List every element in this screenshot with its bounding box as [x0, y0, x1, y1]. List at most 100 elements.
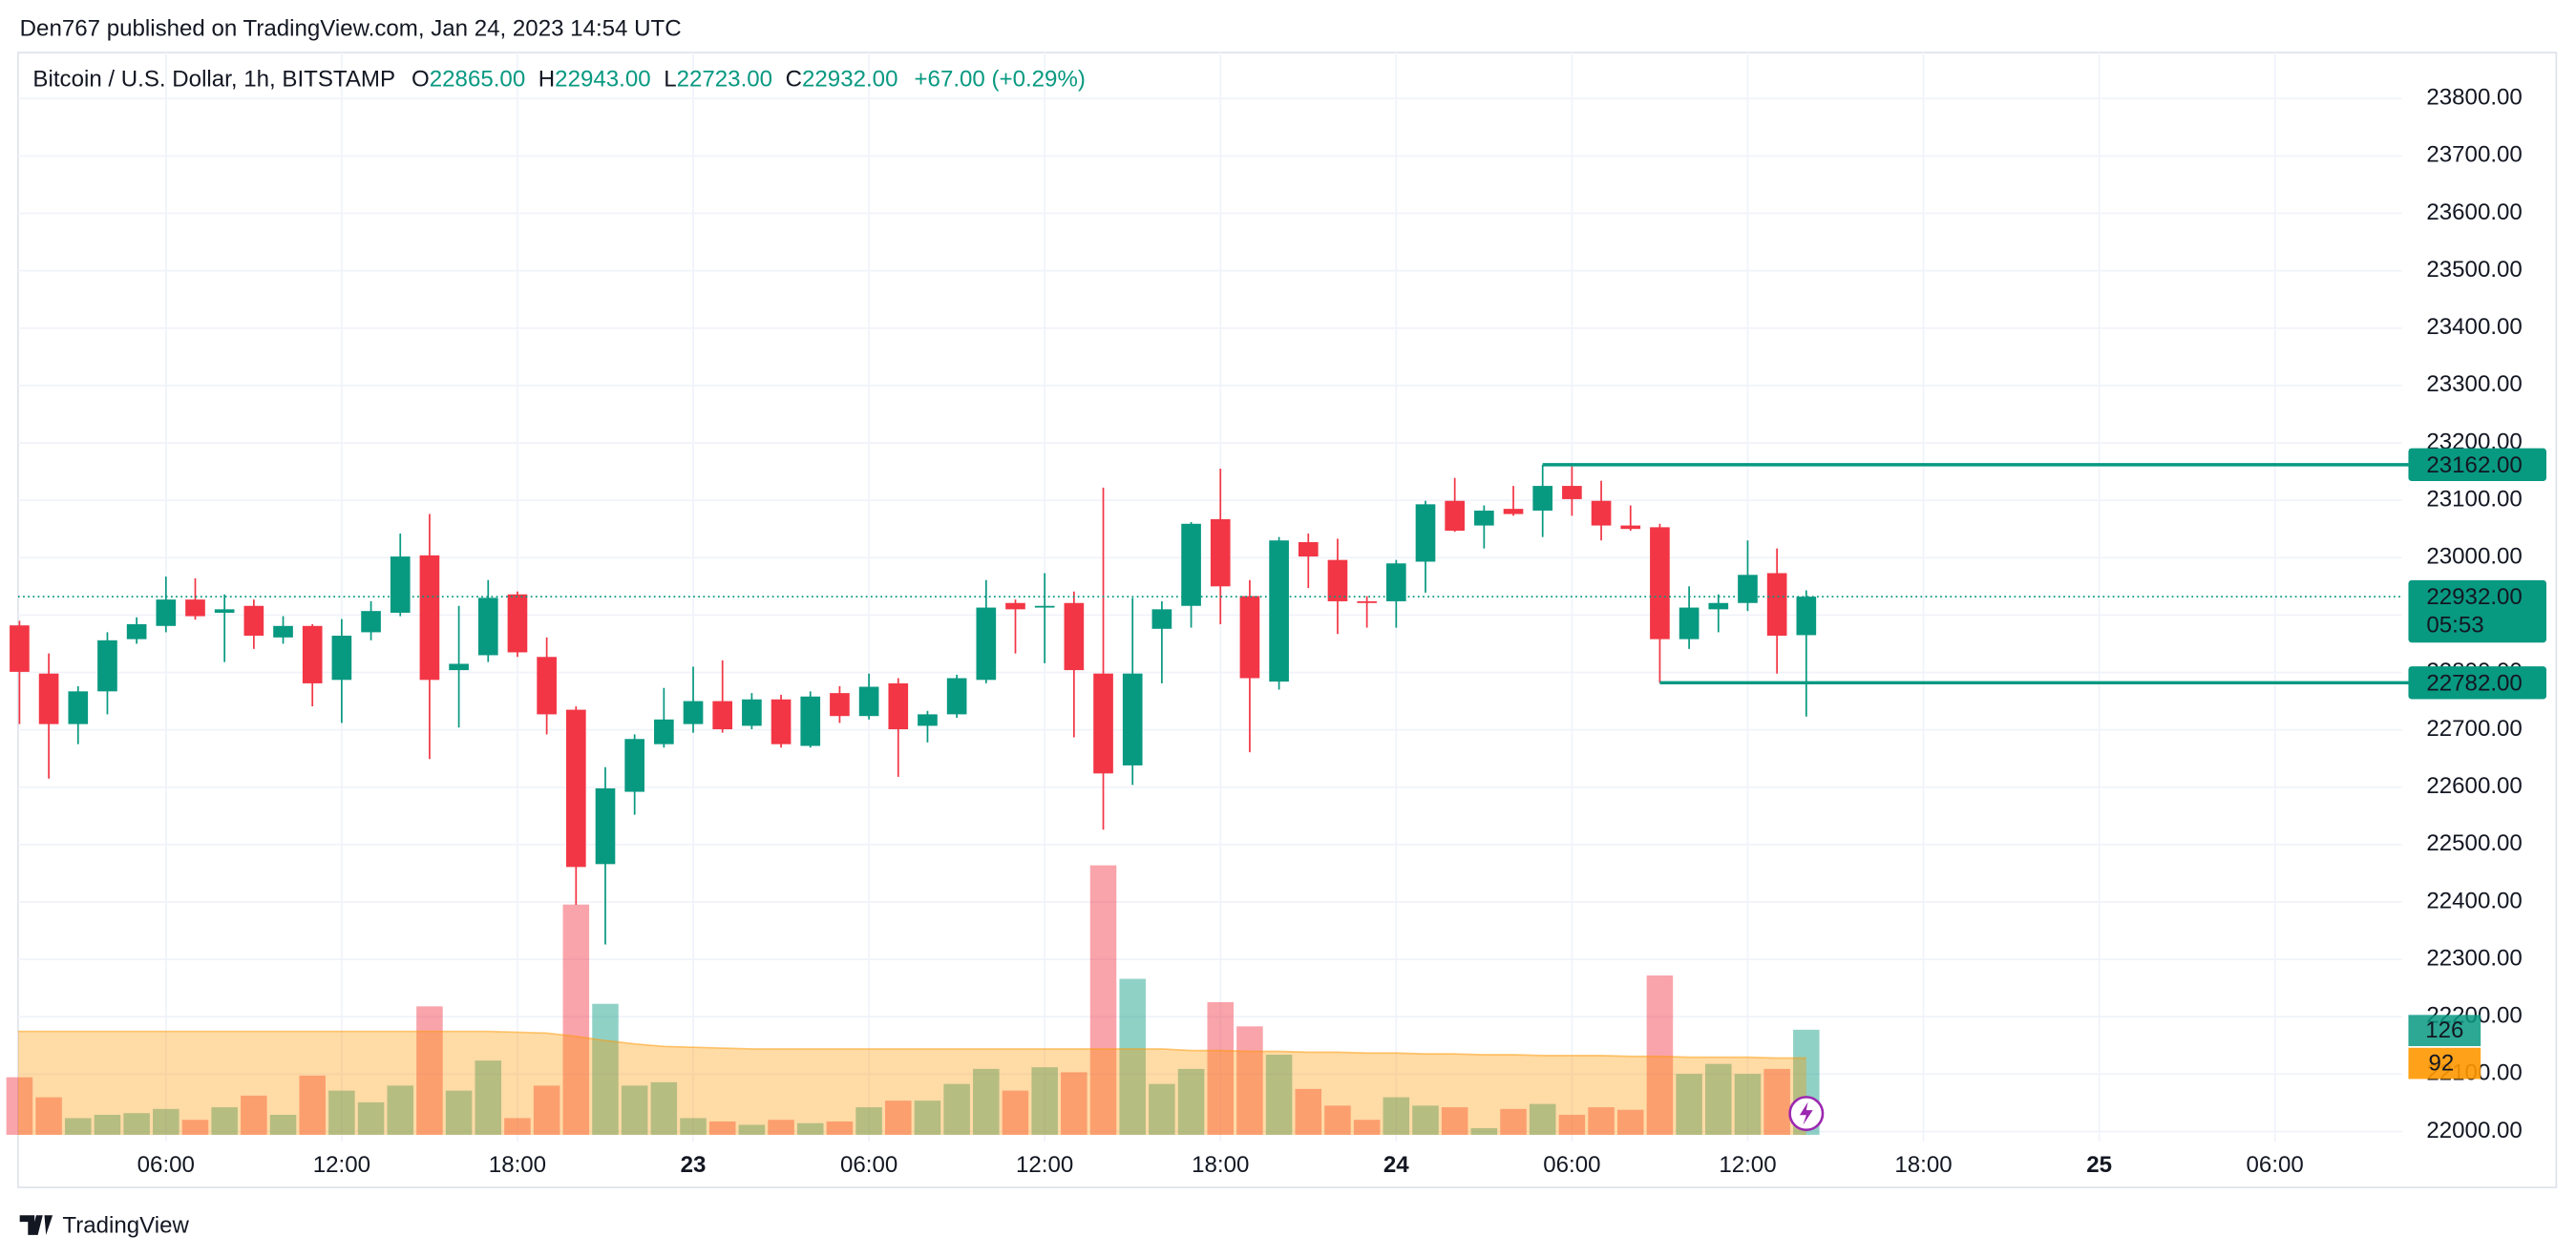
x-tick-label: 23	[681, 1152, 707, 1178]
candle-body	[1034, 605, 1055, 608]
candle-body	[1327, 559, 1348, 601]
y-tick-label: 22600.00	[2426, 773, 2522, 799]
volume-bar	[65, 1118, 92, 1135]
candle-body	[331, 636, 352, 681]
volume-ma-box	[2408, 1047, 2481, 1080]
legend-symbol: Bitcoin / U.S. Dollar, 1h, BITSTAMP	[32, 67, 395, 93]
legend-key: L	[664, 67, 676, 93]
y-tick-label: 22400.00	[2426, 888, 2522, 913]
volume-bar	[1705, 1063, 1732, 1135]
candle-body	[273, 625, 293, 638]
volume-box	[2408, 1015, 2481, 1047]
candle-body	[38, 673, 59, 724]
volume-bar	[1412, 1105, 1439, 1135]
candle-body	[97, 639, 117, 692]
level-box	[2408, 448, 2546, 482]
candle-body	[185, 599, 205, 617]
x-tick-label: 06:00	[2247, 1152, 2304, 1178]
volume-bar	[1470, 1127, 1498, 1135]
volume-bar	[475, 1060, 502, 1135]
volume-ma-area	[17, 1031, 1806, 1135]
volume-bar	[533, 1085, 560, 1135]
candle-body	[1239, 596, 1260, 679]
legend-key: H	[538, 67, 555, 93]
volume-bar	[1558, 1114, 1586, 1135]
volume-bar	[357, 1101, 385, 1135]
volume-bar	[1207, 1001, 1235, 1135]
y-tick-label: 23100.00	[2426, 486, 2522, 512]
volume-bar	[680, 1118, 707, 1135]
volume-bar	[1265, 1055, 1293, 1135]
x-tick-label: 12:00	[1016, 1152, 1073, 1178]
volume-bar	[1676, 1074, 1702, 1135]
candle-body	[1269, 540, 1289, 682]
candle-body	[449, 663, 469, 671]
publish-note: Den767 published on TradingView.com, Jan…	[20, 15, 682, 41]
volume-bar	[1061, 1072, 1087, 1135]
legend-value: 22943.00	[555, 67, 650, 93]
volume-bar	[269, 1114, 297, 1135]
legend-value: 22723.00	[677, 67, 772, 93]
candle-body	[419, 555, 440, 681]
candle-body	[595, 787, 616, 865]
volume-bar	[1031, 1067, 1058, 1135]
volume-bar	[708, 1121, 736, 1135]
volume-bar	[592, 1003, 619, 1135]
volume-bar	[1734, 1074, 1762, 1135]
volume-bar	[1353, 1120, 1381, 1135]
candle-body	[214, 609, 235, 613]
volume-bar	[1763, 1068, 1790, 1135]
volume-bar	[1177, 1068, 1205, 1135]
x-tick-label: 06:00	[840, 1152, 897, 1178]
volume-bar	[123, 1113, 150, 1135]
candle-body	[624, 739, 644, 792]
volume-bar	[387, 1085, 414, 1135]
candle-body	[1122, 673, 1143, 765]
y-tick-label: 23300.00	[2426, 371, 2522, 397]
volume-bar	[738, 1124, 766, 1135]
candle-body	[918, 714, 938, 726]
volume-bar	[153, 1108, 179, 1135]
candle-body	[302, 625, 323, 683]
volume-bar	[650, 1081, 678, 1135]
volume-bar	[1383, 1097, 1410, 1135]
volume-bar	[562, 904, 590, 1135]
volume-bar	[621, 1085, 648, 1135]
candle-body	[1766, 573, 1787, 637]
x-tick-label: 18:00	[1894, 1152, 1952, 1178]
legend-value: 22932.00	[802, 67, 897, 93]
x-tick-label: 06:00	[1543, 1152, 1600, 1178]
candle-body	[888, 682, 909, 730]
y-tick-label: 22700.00	[2426, 716, 2522, 742]
x-tick-label: 06:00	[137, 1152, 195, 1178]
volume-bar	[1588, 1107, 1615, 1135]
candle-body	[1298, 542, 1319, 557]
candle-body	[1620, 525, 1641, 530]
candle-body	[654, 719, 674, 744]
candle-body	[1445, 500, 1466, 531]
volume-bar	[94, 1114, 121, 1135]
volume-bar	[826, 1121, 854, 1135]
volume-bar	[416, 1006, 443, 1135]
level-label: 22782.00	[2426, 670, 2522, 696]
volume-bar	[1646, 975, 1674, 1135]
event-icon	[1799, 1101, 1813, 1125]
candle-body	[771, 699, 792, 744]
volume-bar	[855, 1107, 882, 1135]
candle-body	[1738, 575, 1758, 603]
volume-bar	[1441, 1107, 1468, 1135]
volume-bar	[1500, 1108, 1527, 1135]
candle-body	[1532, 486, 1553, 511]
candle-body	[1474, 510, 1494, 526]
x-tick-label: 24	[1383, 1152, 1409, 1178]
candle-body	[1093, 673, 1113, 774]
y-tick-label: 23600.00	[2426, 199, 2522, 225]
y-tick-label: 23500.00	[2426, 257, 2522, 283]
volume-bar	[1616, 1109, 1644, 1135]
volume-bar	[299, 1075, 326, 1135]
volume-bar	[1119, 978, 1146, 1135]
volume-bar	[241, 1095, 267, 1135]
